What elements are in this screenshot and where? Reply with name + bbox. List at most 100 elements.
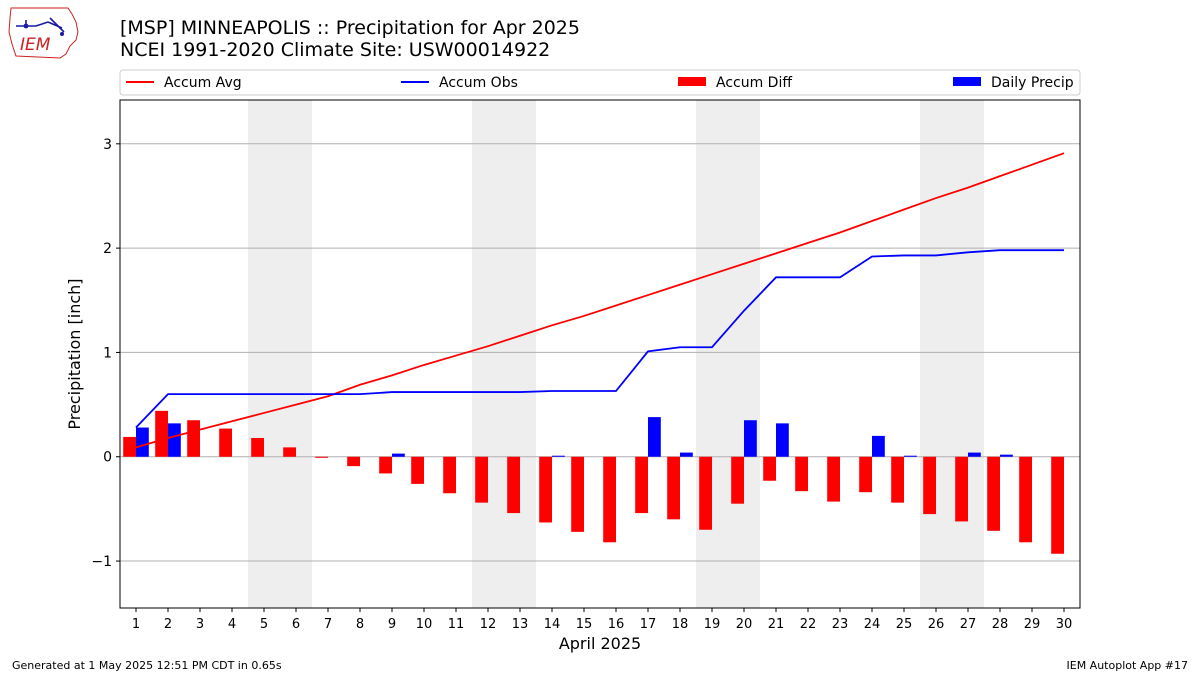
y-axis-label: Precipitation [inch]: [65, 278, 84, 429]
weekend-band: [696, 100, 760, 608]
bar-series: [123, 410, 1064, 554]
accum-diff-bar: [955, 456, 968, 522]
accum-diff-bar: [635, 456, 648, 514]
x-tick-label: 25: [896, 617, 913, 632]
weekend-band: [472, 100, 536, 608]
chart-title: [MSP] MINNEAPOLIS :: Precipitation for A…: [120, 17, 580, 39]
accum-diff-bar: [603, 456, 616, 543]
x-tick-label: 7: [324, 617, 332, 632]
legend-label: Accum Avg: [164, 75, 242, 91]
accum-diff-bar: [443, 456, 456, 494]
legend-swatch-bar: [953, 77, 981, 86]
accum-diff-bar: [539, 456, 552, 523]
daily-precip-bar: [744, 420, 757, 457]
accum-diff-bar: [571, 456, 584, 532]
x-tick-label: 13: [512, 617, 529, 632]
accum-diff-bar: [411, 456, 424, 484]
y-tick-label: 3: [103, 137, 112, 153]
accum-diff-bar: [283, 447, 296, 457]
daily-precip-bar: [776, 423, 789, 457]
daily-precip-bar: [136, 427, 149, 457]
legend-label: Accum Obs: [439, 75, 518, 91]
daily-precip-bar: [648, 417, 661, 457]
x-tick-label: 8: [356, 617, 364, 632]
x-tick-label: 10: [416, 617, 433, 632]
x-tick-label: 1: [132, 617, 140, 632]
accum-diff-bar: [827, 456, 840, 502]
x-tick-label: 23: [832, 617, 849, 632]
accum-obs-line: [135, 249, 1064, 429]
daily-precip-bar: [904, 455, 917, 457]
x-tick-label: 26: [928, 617, 945, 632]
accum-diff-bar: [731, 456, 744, 504]
x-tick-label: 20: [736, 617, 753, 632]
y-tick-label: 2: [103, 241, 112, 257]
x-tick-label: 22: [800, 617, 817, 632]
weekend-band: [920, 100, 984, 608]
x-tick-label: 14: [544, 617, 561, 632]
x-tick-label: 19: [704, 617, 721, 632]
accum-diff-bar: [859, 456, 872, 493]
x-tick-label: 6: [292, 617, 300, 632]
accum-diff-bar: [699, 456, 712, 530]
accum-avg-line: [135, 152, 1065, 449]
x-tick-label: 28: [992, 617, 1009, 632]
accum-diff-bar: [475, 456, 488, 503]
x-tick-label: 2: [164, 617, 172, 632]
footer-generated: Generated at 1 May 2025 12:51 PM CDT in …: [12, 659, 282, 672]
daily-precip-bar: [680, 452, 693, 457]
x-tick-label: 18: [672, 617, 689, 632]
x-tick-label: 15: [576, 617, 593, 632]
y-axis: −1 0 1 2 3: [91, 137, 120, 570]
accum-diff-bar: [123, 436, 136, 457]
x-tick-label: 9: [388, 617, 396, 632]
daily-precip-bar: [168, 423, 181, 457]
footer-app-label: IEM Autoplot App #17: [1066, 659, 1189, 672]
legend-label: Accum Diff: [716, 75, 792, 91]
accum-diff-bar: [1019, 456, 1032, 543]
accum-diff-bar: [347, 456, 360, 467]
iem-logo: IEM: [6, 4, 82, 60]
weekend-band: [248, 100, 312, 608]
accum-diff-bar: [795, 456, 808, 492]
iowa-map-icon: IEM: [8, 7, 79, 59]
x-axis-label: April 2025: [559, 634, 641, 653]
y-tick-label: 1: [103, 345, 112, 361]
line-series: [135, 152, 1065, 449]
logo-text: IEM: [20, 35, 51, 55]
x-tick-label: 5: [260, 617, 268, 632]
accum-diff-bar: [251, 437, 264, 457]
accum-diff-bar: [187, 420, 200, 457]
x-tick-label: 27: [960, 617, 977, 632]
x-tick-label: 12: [480, 617, 497, 632]
plot-frame: [119, 99, 1081, 609]
accum-diff-bar: [315, 456, 328, 458]
x-tick-label: 30: [1056, 617, 1073, 632]
x-tick-label: 29: [1024, 617, 1041, 632]
y-gridlines: [120, 143, 1080, 562]
legend: Accum Avg Accum Obs Accum Diff Daily Precip: [119, 69, 1081, 96]
daily-precip-bar: [968, 452, 981, 457]
x-tick-label: 4: [228, 617, 236, 632]
accum-diff-bar: [219, 428, 232, 457]
legend-box: [119, 69, 1081, 96]
x-tick-label: 21: [768, 617, 785, 632]
accum-diff-bar: [891, 456, 904, 503]
x-tick-label: 17: [640, 617, 657, 632]
accum-diff-bar: [155, 410, 168, 457]
x-tick-label: 24: [864, 617, 881, 632]
accum-diff-bar: [923, 456, 936, 515]
x-tick-label: 16: [608, 617, 625, 632]
accum-diff-bar: [987, 456, 1000, 531]
y-tick-label: −1: [91, 554, 112, 570]
weekend-shading: [248, 100, 984, 608]
daily-precip-bar: [552, 455, 565, 457]
x-axis: 1 2 3 4 5 6 7 8 9 10 11 12 13 14 15 16 17 18 19 20 21 22 23 24 2…: [132, 608, 1072, 632]
x-tick-label: 3: [196, 617, 204, 632]
accum-diff-bar: [763, 456, 776, 481]
legend-label: Daily Precip: [991, 75, 1074, 91]
x-tick-label: 11: [448, 617, 465, 632]
accum-diff-bar: [667, 456, 680, 520]
daily-precip-bar: [872, 435, 885, 457]
